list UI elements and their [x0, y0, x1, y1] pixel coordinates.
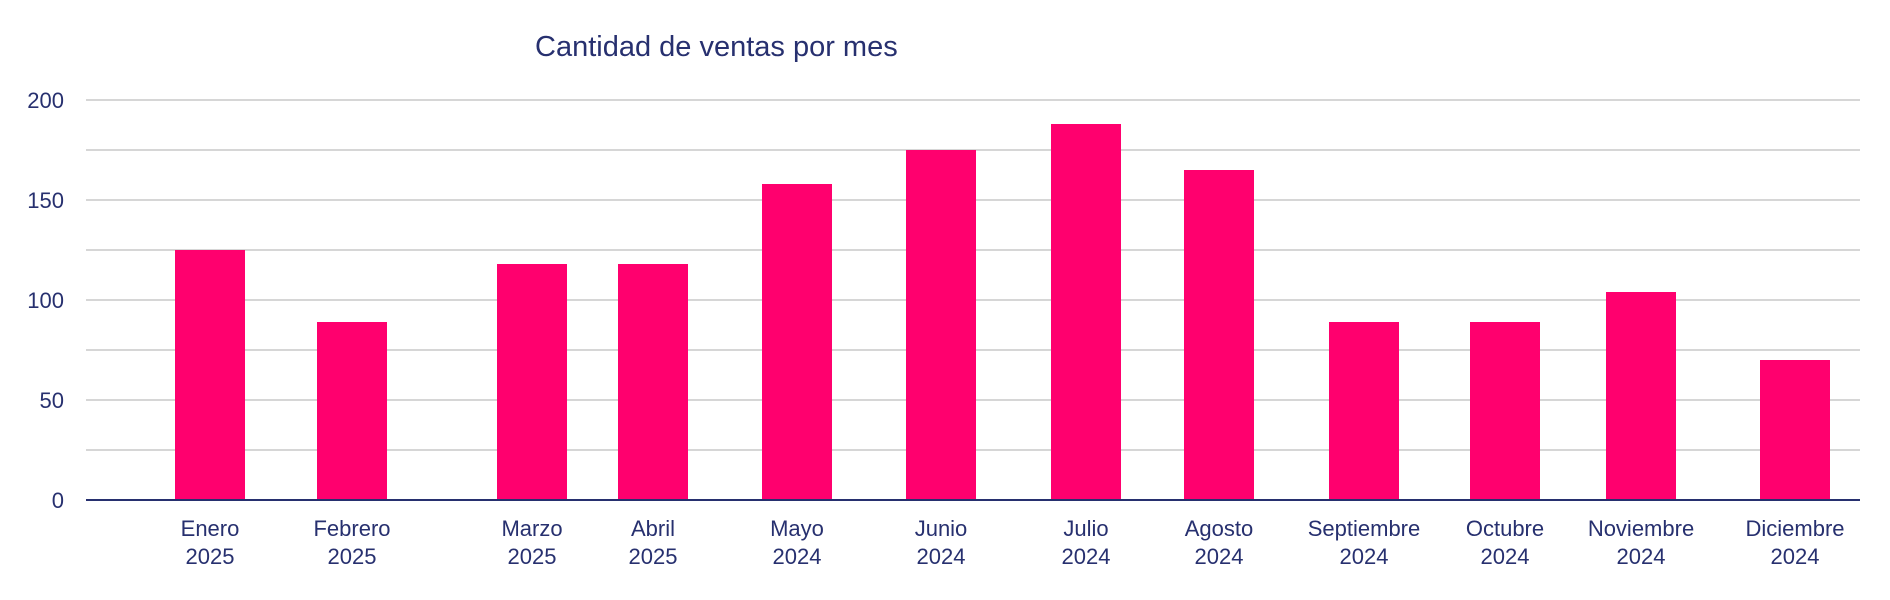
bar	[497, 264, 567, 500]
x-category-label-line: Agosto	[1185, 516, 1254, 541]
x-category-label: Enero 2025	[181, 516, 240, 569]
x-category-label: Junio 2024	[915, 516, 968, 569]
x-category-label-line: Enero	[181, 516, 240, 541]
y-tick-label: 50	[40, 388, 64, 413]
x-category-label-line: 2024	[1771, 544, 1820, 569]
y-tick-label: 150	[27, 188, 64, 213]
bars	[175, 124, 1830, 500]
x-category-label-line: Octubre	[1466, 516, 1544, 541]
x-category-label-line: Diciembre	[1745, 516, 1844, 541]
x-category-label: Noviembre 2024	[1588, 516, 1694, 569]
y-axis-ticks: 0 50 100 150 200	[27, 88, 64, 513]
x-category-label-line: 2024	[1340, 544, 1389, 569]
bar	[762, 184, 832, 500]
x-category-label-line: 2024	[1195, 544, 1244, 569]
x-category-label-line: 2024	[1062, 544, 1111, 569]
bar	[1329, 322, 1399, 500]
bar	[175, 250, 245, 500]
bar	[1051, 124, 1121, 500]
x-category-label-line: 2024	[917, 544, 966, 569]
x-category-label: Julio 2024	[1062, 516, 1111, 569]
x-category-label-line: Junio	[915, 516, 968, 541]
x-category-label-line: 2025	[186, 544, 235, 569]
x-category-label-line: Marzo	[501, 516, 562, 541]
x-category-label-line: Noviembre	[1588, 516, 1694, 541]
bar	[1470, 322, 1540, 500]
bar	[618, 264, 688, 500]
y-tick-label: 0	[52, 488, 64, 513]
x-category-label-line: Febrero	[313, 516, 390, 541]
x-category-label-line: 2025	[629, 544, 678, 569]
x-category-label-line: 2024	[1481, 544, 1530, 569]
x-category-label-line: Abril	[631, 516, 675, 541]
x-category-label-line: Julio	[1063, 516, 1108, 541]
x-category-label: Marzo 2025	[501, 516, 562, 569]
x-category-label-line: 2025	[508, 544, 557, 569]
x-category-label: Octubre 2024	[1466, 516, 1544, 569]
x-category-label: Septiembre 2024	[1308, 516, 1421, 569]
bar	[1606, 292, 1676, 500]
x-category-label: Mayo 2024	[770, 516, 824, 569]
y-tick-label: 200	[27, 88, 64, 113]
bar	[1184, 170, 1254, 500]
y-tick-label: 100	[27, 288, 64, 313]
bar	[906, 150, 976, 500]
bar	[317, 322, 387, 500]
x-category-label-line: Mayo	[770, 516, 824, 541]
x-category-label-line: 2024	[773, 544, 822, 569]
x-category-label: Diciembre 2024	[1745, 516, 1844, 569]
bar	[1760, 360, 1830, 500]
x-category-label-line: Septiembre	[1308, 516, 1421, 541]
x-category-label: Abril 2025	[629, 516, 678, 569]
x-category-label: Agosto 2024	[1185, 516, 1254, 569]
x-category-label-line: 2025	[328, 544, 377, 569]
x-category-label-line: 2024	[1617, 544, 1666, 569]
chart-title: Cantidad de ventas por mes	[535, 31, 898, 63]
x-category-label: Febrero 2025	[313, 516, 390, 569]
